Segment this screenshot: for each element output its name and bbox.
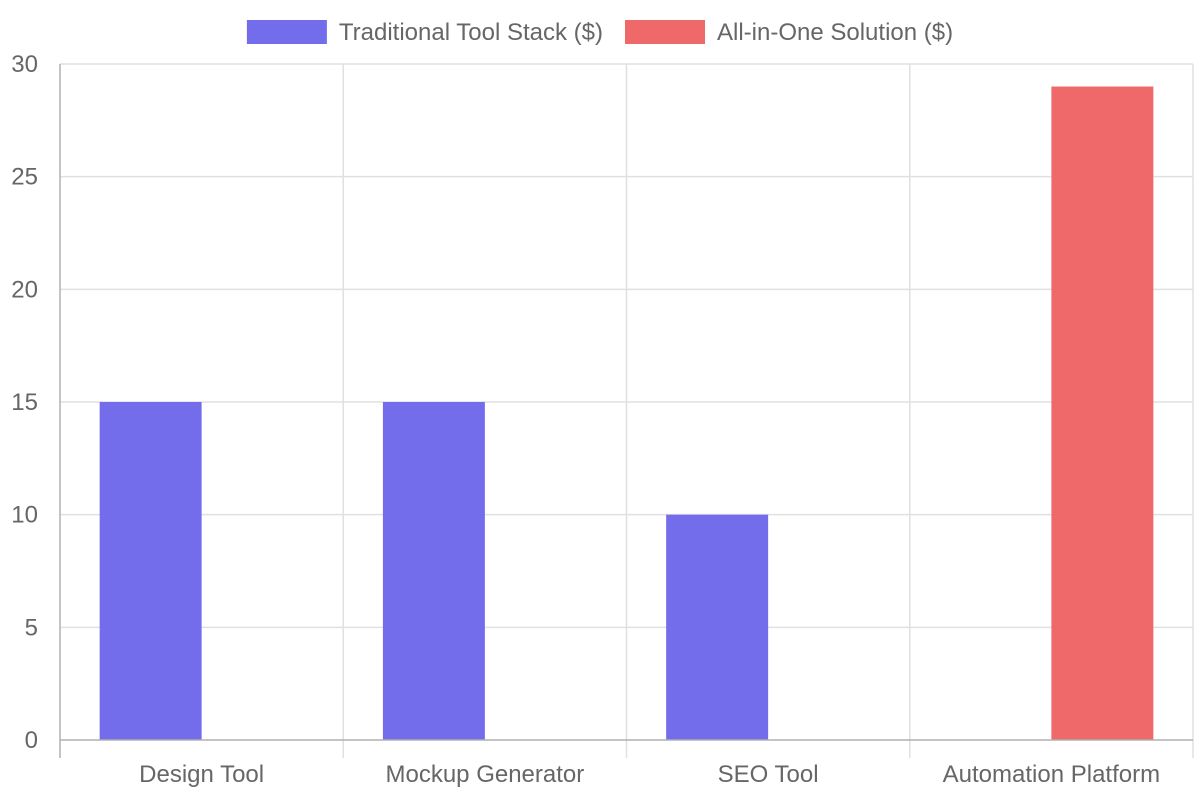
y-tick-label: 20: [11, 276, 38, 303]
legend-swatch: [246, 20, 327, 44]
bar-seo-tool: [666, 514, 769, 740]
legend-swatch: [625, 20, 706, 44]
bars: [99, 86, 1154, 741]
x-tick-label: Design Tool: [139, 761, 264, 788]
legend-label: All-in-One Solution ($): [717, 19, 953, 46]
x-tick-label: Automation Platform: [943, 761, 1160, 788]
legend: Traditional Tool Stack ($) All-in-One Sol…: [246, 19, 953, 46]
bar-automation-platform: [1051, 86, 1154, 741]
y-tick-label: 30: [11, 51, 38, 78]
x-tick-label: Mockup Generator: [385, 761, 584, 788]
y-axis-ticks: 0 5 10 15 20 25 30: [11, 51, 38, 754]
legend-label: Traditional Tool Stack ($): [339, 19, 603, 46]
y-tick-label: 15: [11, 389, 38, 416]
grid: [60, 63, 1194, 758]
x-axis-ticks: Design Tool Mockup Generator SEO Tool Autom…: [139, 761, 1160, 788]
x-tick-label: SEO Tool: [718, 761, 819, 788]
legend-item: All-in-One Solution ($): [625, 19, 953, 46]
axes: [59, 64, 1193, 758]
y-tick-label: 0: [25, 727, 38, 754]
y-tick-label: 25: [11, 164, 38, 191]
bar-mockup-generator: [382, 402, 485, 740]
legend-item: Traditional Tool Stack ($): [246, 19, 603, 46]
y-tick-label: 5: [25, 614, 38, 641]
bar-design-tool: [99, 402, 202, 740]
y-tick-label: 10: [11, 502, 38, 529]
